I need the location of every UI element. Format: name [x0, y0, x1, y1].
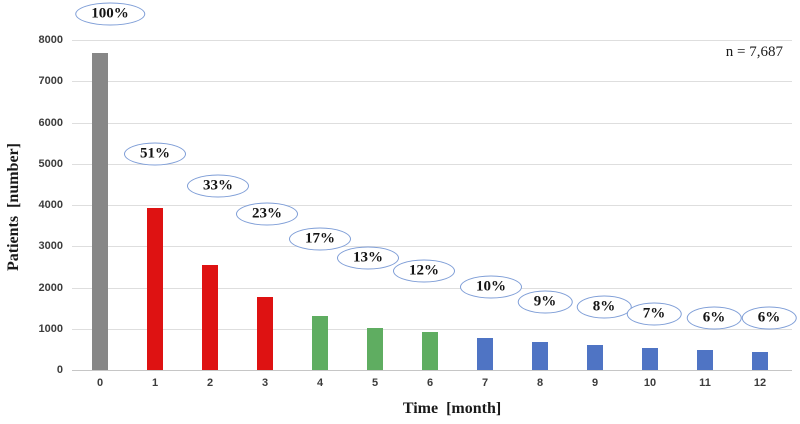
gridline-1000	[72, 328, 792, 330]
x-tick-5: 5	[371, 377, 379, 389]
gridline-4000	[72, 205, 792, 206]
y-tick-1000: 1000	[38, 322, 63, 335]
bar-month-8	[532, 341, 548, 370]
gridline-5000	[72, 163, 792, 165]
percent-label-month-9: 8%	[576, 295, 632, 319]
x-axis-line	[72, 370, 792, 371]
percent-label-month-7: 10%	[460, 275, 522, 299]
y-tick-3000: 3000	[38, 240, 63, 253]
percent-label-month-8: 9%	[517, 290, 573, 314]
bar-month-4	[312, 316, 328, 370]
y-tick-6000: 6000	[38, 116, 63, 129]
y-tick-0: 0	[56, 364, 63, 376]
gridline-7000	[72, 81, 792, 83]
bar-month-0	[92, 52, 108, 370]
x-tick-7: 7	[481, 377, 489, 389]
bar-month-3	[257, 297, 273, 370]
bar-month-6	[422, 332, 438, 370]
percent-label-month-6: 12%	[393, 259, 455, 283]
percent-label-month-2: 33%	[187, 174, 249, 198]
bar-month-11	[697, 350, 713, 370]
y-tick-5000: 5000	[38, 157, 63, 170]
percent-label-month-12: 6%	[741, 306, 797, 330]
x-tick-1: 1	[151, 377, 159, 389]
x-tick-2: 2	[206, 377, 214, 389]
x-tick-12: 12	[753, 377, 767, 389]
x-tick-11: 11	[699, 377, 711, 389]
percent-label-month-1: 51%	[124, 142, 186, 166]
x-tick-8: 8	[536, 377, 544, 389]
x-tick-9: 9	[591, 377, 599, 389]
percent-label-month-3: 23%	[236, 202, 298, 226]
bar-month-5	[367, 327, 383, 370]
y-axis-title: Patients [number]	[5, 143, 22, 271]
x-tick-0: 0	[96, 377, 104, 389]
bar-month-10	[642, 347, 658, 370]
x-tick-3: 3	[261, 377, 269, 389]
x-tick-10: 10	[643, 377, 657, 389]
gridline-2000	[72, 287, 792, 289]
y-tick-4000: 4000	[38, 199, 63, 211]
bar-month-1	[147, 208, 163, 370]
y-tick-2000: 2000	[38, 281, 63, 294]
gridline-3000	[72, 246, 792, 248]
bar-month-2	[202, 265, 218, 370]
gridline-6000	[72, 122, 792, 124]
percent-label-month-10: 7%	[626, 302, 682, 326]
y-tick-8000: 8000	[38, 34, 63, 46]
percent-label-month-5: 13%	[337, 246, 399, 270]
x-axis-title: Time [month]	[402, 400, 502, 417]
gridline-8000	[72, 40, 792, 41]
bar-month-7	[477, 338, 493, 370]
percent-label-month-0: 100%	[75, 2, 145, 26]
n-total-label: n = 7,687	[725, 44, 783, 60]
bar-month-9	[587, 344, 603, 370]
percent-label-month-11: 6%	[686, 306, 742, 330]
x-tick-6: 6	[426, 377, 434, 389]
y-tick-7000: 7000	[38, 75, 63, 88]
x-tick-4: 4	[316, 377, 324, 389]
percent-label-month-4: 17%	[289, 227, 351, 251]
bar-month-12	[752, 351, 768, 370]
plot-area: 0 1000 2000 3000 4000 5000 6000 7000 8000 0 1 2 3 4 5 6…	[39, 34, 792, 389]
